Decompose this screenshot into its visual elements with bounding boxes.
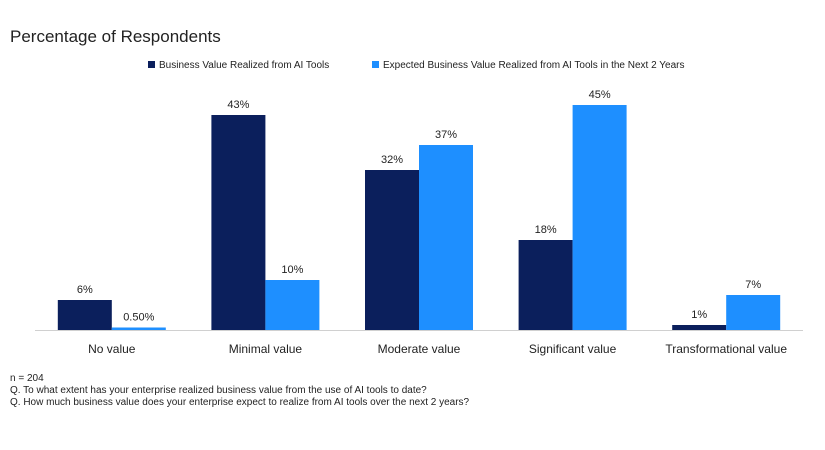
legend-swatch-1 [148,61,155,68]
value-label-2-4: 45% [589,89,611,101]
value-label-2-5: 7% [745,279,761,291]
category-label-4: Significant value [529,342,617,356]
value-label-2-2: 10% [281,264,303,276]
bar-chart: Business Value Realized from AI Tools Exp… [35,60,803,356]
category-label-5: Transformational value [665,342,787,356]
bar-2-4 [572,105,627,330]
category-label-3: Moderate value [378,342,461,356]
bar-1-1 [57,300,112,330]
legend-swatch-2 [372,61,379,68]
question-2-note: Q. How much business value does your ent… [10,397,470,408]
bar-1-3 [365,170,419,330]
legend-label-2: Expected Business Value Realized from AI… [383,60,684,71]
value-label-1-5: 1% [691,309,707,321]
legend-label-1: Business Value Realized from AI Tools [159,60,329,71]
value-label-2-3: 37% [435,129,457,141]
bar-2-3 [419,145,473,330]
sample-size-note: n = 204 [10,373,44,384]
value-label-1-1: 6% [77,284,93,296]
question-1-note: Q. To what extent has your enterprise re… [10,385,427,396]
value-label-2-1: 0.50% [123,312,154,324]
bar-1-2 [211,115,266,330]
bar-1-5 [672,325,727,330]
value-label-1-2: 43% [227,99,249,111]
bar-2-1 [111,327,166,330]
bar-2-5 [726,295,781,330]
chart-notes: n = 204 Q. To what extent has your enter… [10,373,469,409]
category-label-1: No value [88,342,136,356]
bar-1-4 [518,240,573,330]
bar-2-2 [265,280,320,330]
chart-title: Percentage of Respondents [10,27,221,46]
value-label-1-3: 32% [381,154,403,166]
value-label-1-4: 18% [535,224,557,236]
category-label-2: Minimal value [229,342,303,356]
